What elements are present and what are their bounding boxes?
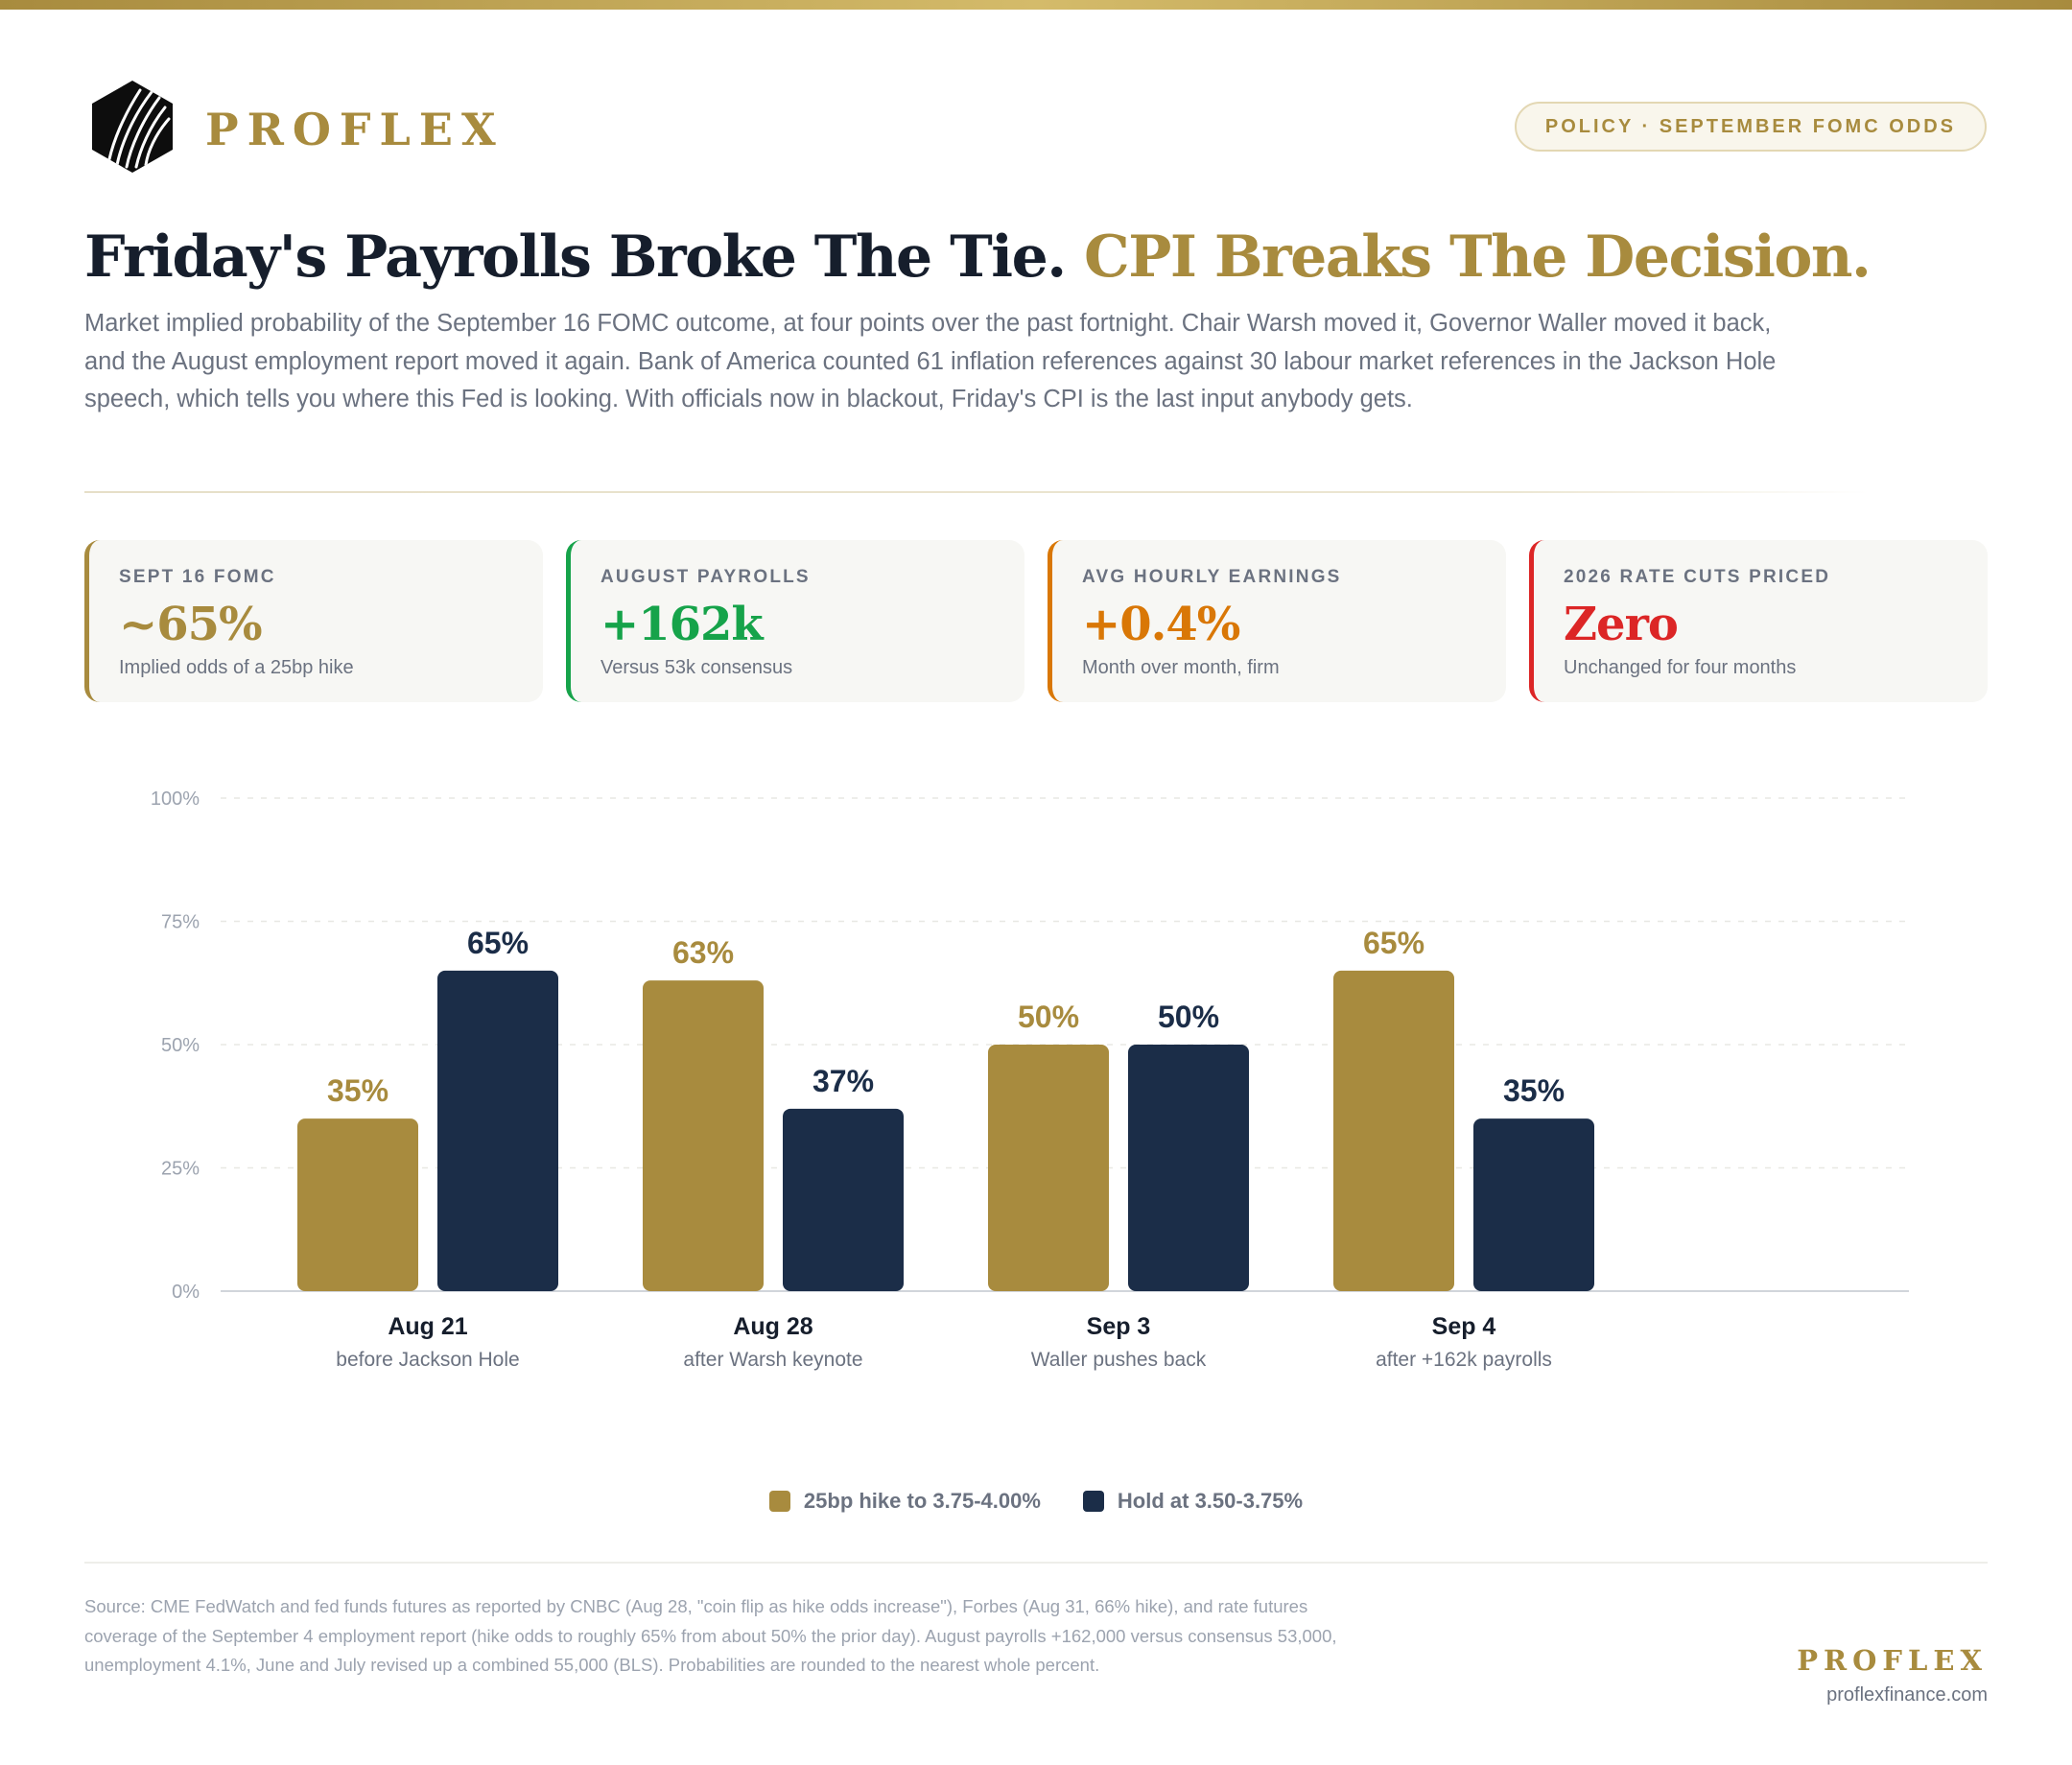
source-note: Source: CME FedWatch and fed funds futur… [84,1596,1337,1675]
kpi-card-rate-cuts: 2026 RATE CUTS PRICED Zero Unchanged for… [1529,540,1988,702]
y-tick-label: 25% [161,1159,200,1180]
headline-main: Friday's Payrolls Broke The Tie. [84,224,1067,291]
kpi-label: 2026 RATE CUTS PRICED [1564,567,1831,587]
x-category-label: Aug 28 [733,1313,812,1340]
brand-name: PROFLEX [205,104,505,155]
kpi-value: ~65% [119,598,263,651]
bar-hike [297,1118,418,1291]
page-title: Friday's Payrolls Broke The Tie. CPI Bre… [84,223,1993,292]
kpi-value: Zero [1564,598,1679,651]
kpi-value: +0.4% [1082,598,1240,651]
bar-value-label: 65% [467,926,529,960]
kpi-card-fomc: SEPT 16 FOMC ~65% Implied odds of a 25bp… [84,540,543,702]
x-category-label: Sep 4 [1432,1313,1496,1340]
x-category-sublabel: after +162k payrolls [1376,1349,1552,1371]
legend-label-hold: Hold at 3.50-3.75% [1117,1489,1304,1513]
category-tag: POLICY · SEPTEMBER FOMC ODDS [1514,102,1987,152]
y-tick-label: 100% [151,788,200,810]
kpi-note: Unchanged for four months [1564,657,1797,678]
hexagon-stripes-icon [92,81,173,173]
bar-chart-svg: 0% 25% 50% 75% 100% 35% 65% Aug 21 before Jackso… [151,788,1909,1371]
legend-swatch-hold [1082,1491,1104,1512]
headline-accent: CPI Breaks The Decision. [1084,224,1872,291]
kpi-value: +162k [600,598,764,651]
bar-hike [988,1045,1109,1291]
kpi-label: AUGUST PAYROLLS [600,567,811,587]
kpi-label: SEPT 16 FOMC [119,567,276,587]
bar-chart: 0% 25% 50% 75% 100% 35% 65% Aug 21 before Jackso… [0,748,2072,1420]
legend-swatch-hike [768,1491,790,1512]
bar-value-label: 37% [812,1064,874,1098]
top-accent-bar [0,0,2072,10]
y-tick-label: 75% [161,912,200,933]
bar-hold [437,970,558,1291]
bar-hold [783,1108,904,1291]
x-category-label: Aug 21 [388,1313,467,1340]
bar-value-label: 63% [672,935,734,970]
x-category-sublabel: before Jackson Hole [336,1349,519,1371]
y-tick-label: 50% [161,1035,200,1056]
footer-divider [84,1562,1988,1564]
footer-url[interactable]: proflexfinance.com [1826,1684,1988,1706]
legend-item-hike: 25bp hike to 3.75-4.00% [768,1489,1041,1514]
x-category-sublabel: after Warsh keynote [683,1349,862,1371]
bar-value-label: 50% [1158,1000,1219,1034]
page-subtitle: Market implied probability of the Septem… [84,310,1777,412]
kpi-note: Month over month, firm [1082,657,1280,678]
x-category-label: Sep 3 [1087,1313,1151,1340]
bar-hike [643,980,764,1291]
bar-value-label: 35% [327,1073,388,1108]
bar-value-label: 35% [1503,1073,1565,1108]
bar-value-label: 50% [1018,1000,1079,1034]
chart-legend: 25bp hike to 3.75-4.00% Hold at 3.50-3.7… [0,1489,2072,1514]
bar-hold [1473,1118,1594,1291]
kpi-label: AVG HOURLY EARNINGS [1082,567,1342,587]
bar-hold [1128,1045,1249,1291]
kpi-note: Implied odds of a 25bp hike [119,657,354,678]
bar-value-label: 65% [1363,926,1424,960]
y-tick-label: 0% [172,1282,200,1303]
footer-brand: PROFLEX [1797,1644,1988,1677]
kpi-note: Versus 53k consensus [600,657,793,678]
kpi-card-payrolls: AUGUST PAYROLLS +162k Versus 53k consens… [566,540,1024,702]
x-category-sublabel: Waller pushes back [1031,1349,1207,1371]
legend-label-hike: 25bp hike to 3.75-4.00% [803,1489,1041,1513]
legend-item-hold: Hold at 3.50-3.75% [1082,1489,1304,1514]
kpi-card-earnings: AVG HOURLY EARNINGS +0.4% Month over mon… [1048,540,1506,702]
section-divider [84,491,1869,493]
bar-hike [1333,970,1454,1291]
